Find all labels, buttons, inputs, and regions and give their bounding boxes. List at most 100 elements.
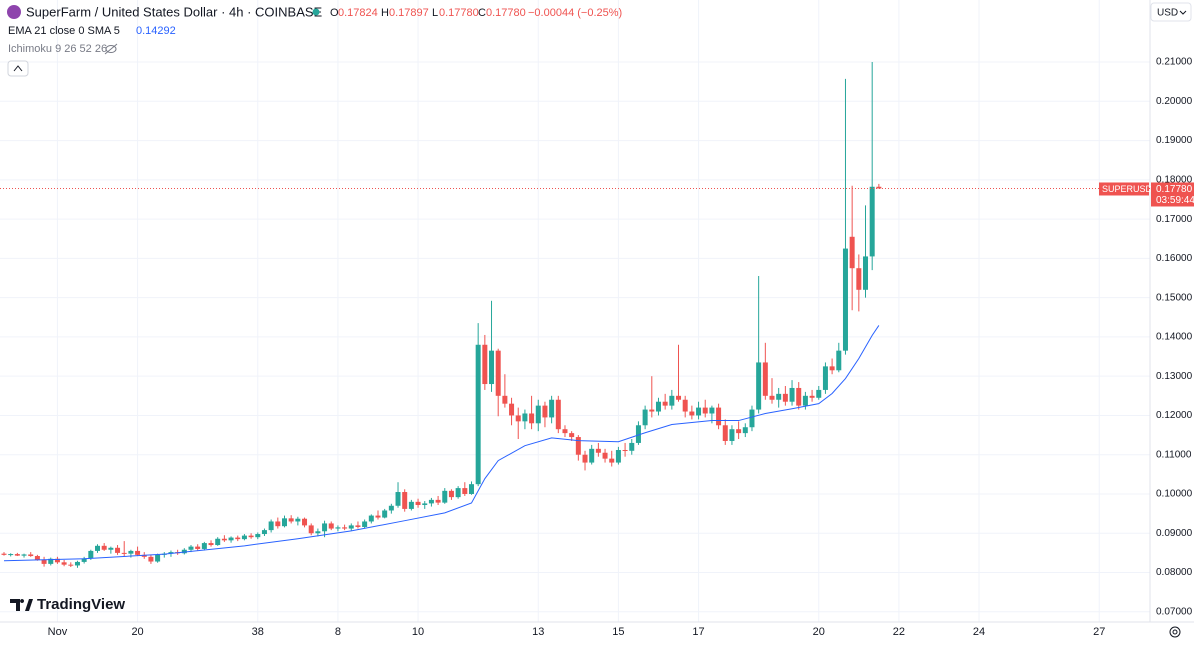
candle-body [789,387,795,402]
ema-value: 0.14292 [136,25,176,37]
candle-body [863,256,869,290]
candle-body [28,554,34,557]
candle-body [515,415,521,422]
symbol-tag: SUPERUSD [1102,184,1153,194]
candle-body [228,537,234,541]
ohlc-value: 0.17780 [486,7,526,19]
x-tick-label: 13 [532,626,544,638]
candle-body [682,399,688,412]
candle-body [822,366,828,390]
candle-body [155,554,161,562]
candle-body [582,454,588,463]
candle-body [769,395,775,400]
ohlc-value: 0.17897 [389,7,429,19]
currency-arrow [1179,10,1187,15]
candle-body [14,554,20,556]
candle-body [722,425,728,441]
candle-body [355,525,361,527]
x-tick-label: 20 [813,626,825,638]
eye-icon[interactable] [104,43,118,55]
x-tick-label: 24 [973,626,985,638]
currency-button[interactable] [1150,2,1192,22]
candle-body [762,362,768,396]
x-tick-label: 20 [131,626,143,638]
y-tick-label: 0.08000 [1156,567,1193,578]
ema-line [3,325,880,562]
brand-logo: TradingView [10,596,125,613]
candle-body [275,521,281,527]
candle-body [121,552,127,554]
candle-body [288,518,294,522]
candle-body [716,407,722,426]
candle-body [241,535,247,540]
y-tick-label: 0.10000 [1156,489,1193,500]
candle-body [635,425,641,443]
candle-body [48,558,54,564]
candle-body [696,407,702,416]
candle-body [529,413,535,424]
candle-body [61,562,67,565]
candle-body [756,362,762,410]
candle-body [655,401,661,412]
y-tick-label: 0.20000 [1156,96,1193,107]
candle-body [101,545,107,550]
axis-labels: 0.07000 0.08000 0.09000 0.10000 0.11000 0.120… [48,57,1194,638]
candle-body [876,186,882,189]
candle-body [408,501,414,509]
status-dot [312,8,320,16]
candle-body [375,515,381,518]
candle-body [649,409,655,412]
candle-body [448,490,454,498]
candle-body [388,505,394,511]
candle-body [382,510,388,518]
symbol-tag-box [1099,182,1149,196]
candle-body [268,521,274,531]
candle-body [615,450,621,463]
candle-body [135,550,141,555]
y-tick-label: 0.13000 [1156,371,1193,382]
candle-body [736,429,742,434]
candle-body [842,248,848,351]
candle-body [442,490,448,503]
candle-body [549,399,555,418]
candle-body [509,403,515,416]
candle-body [629,442,635,451]
candle-body [742,427,748,434]
collapse-button[interactable] [7,60,29,77]
candle-body [188,546,194,550]
candle-body [522,413,528,422]
candle-body [489,350,495,385]
candle-body [428,499,434,504]
y-tick-label: 0.17000 [1156,214,1193,225]
candle-body [669,395,675,406]
candle-body [462,488,468,494]
x-tick-label: Nov [48,626,68,638]
candle-body [482,344,488,385]
y-tick-label: 0.12000 [1156,410,1193,421]
candle-body [54,558,60,563]
candle-body [302,518,308,526]
candle-body [569,433,575,438]
candle-body [869,186,875,257]
y-tick-label: 0.07000 [1156,606,1193,617]
settings-icon[interactable] [1169,626,1181,638]
x-tick-label: 17 [692,626,704,638]
candle-body [362,521,368,527]
ohlc-legend: O 0.17824 H 0.17897 L 0.17780 C 0.17780 [330,7,526,19]
ohlc-value: 0.17824 [338,7,378,19]
candle-body [195,546,201,549]
candle-body [368,515,374,522]
candle-body [535,405,541,424]
candle-body [201,543,207,549]
candle-body [796,387,802,406]
candle-body [782,393,788,402]
candle-body [575,437,581,455]
x-tick-label: 38 [252,626,264,638]
candle-body [602,452,608,459]
candle-body [709,407,715,414]
candle-body [141,554,147,557]
x-tick-label: 27 [1093,626,1105,638]
